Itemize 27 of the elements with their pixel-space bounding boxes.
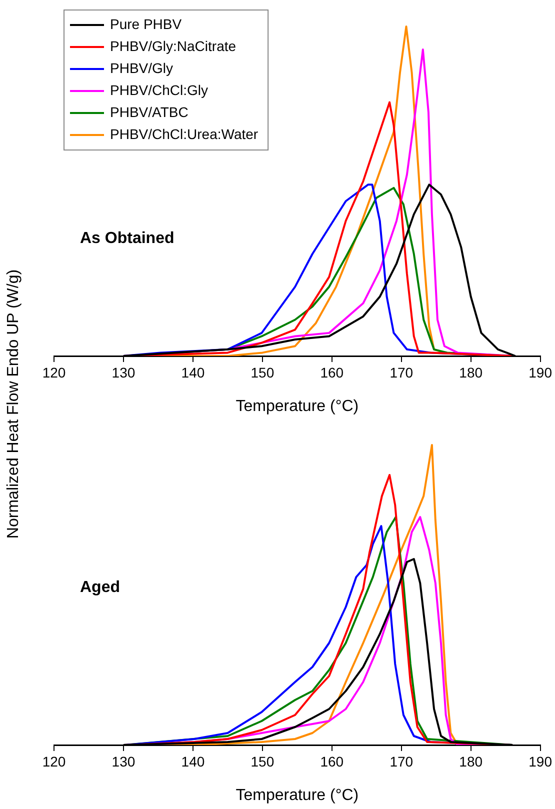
x-tick-label: 170 (390, 753, 414, 770)
legend-label: PHBV/Gly:NaCitrate (110, 38, 236, 54)
legend-label: PHBV/Gly (110, 60, 174, 76)
annotation: Aged (80, 578, 120, 596)
x-tick-label: 180 (459, 364, 483, 380)
annotation: As Obtained (80, 230, 174, 247)
x-tick-label: 160 (320, 753, 344, 770)
x-tick-label: 150 (250, 753, 274, 770)
x-tick-label: 160 (320, 364, 344, 380)
legend-label: PHBV/ATBC (110, 104, 188, 120)
x-tick-label: 190 (528, 364, 552, 380)
x-tick-label: 120 (42, 364, 66, 380)
x-tick-label: 130 (112, 753, 136, 770)
legend-label: PHBV/ChCl:Gly (110, 82, 208, 98)
x-tick-label: 120 (42, 753, 66, 770)
x-tick-label: 150 (250, 364, 274, 380)
legend-label: Pure PHBV (110, 16, 182, 32)
x-tick-label: 130 (112, 364, 136, 380)
x-tick-label: 140 (181, 364, 205, 380)
y-axis-title: Normalized Heat Flow Endo UP (W/g) (5, 269, 23, 539)
x-tick-label: 170 (390, 364, 414, 380)
legend-label: PHBV/ChCl:Urea:Water (110, 126, 258, 142)
x-tick-label: 180 (459, 753, 483, 770)
x-axis-title: Temperature (°C) (236, 398, 359, 415)
x-tick-label: 190 (528, 753, 552, 770)
x-tick-label: 140 (181, 753, 205, 770)
x-axis-title: Temperature (°C) (236, 786, 359, 804)
